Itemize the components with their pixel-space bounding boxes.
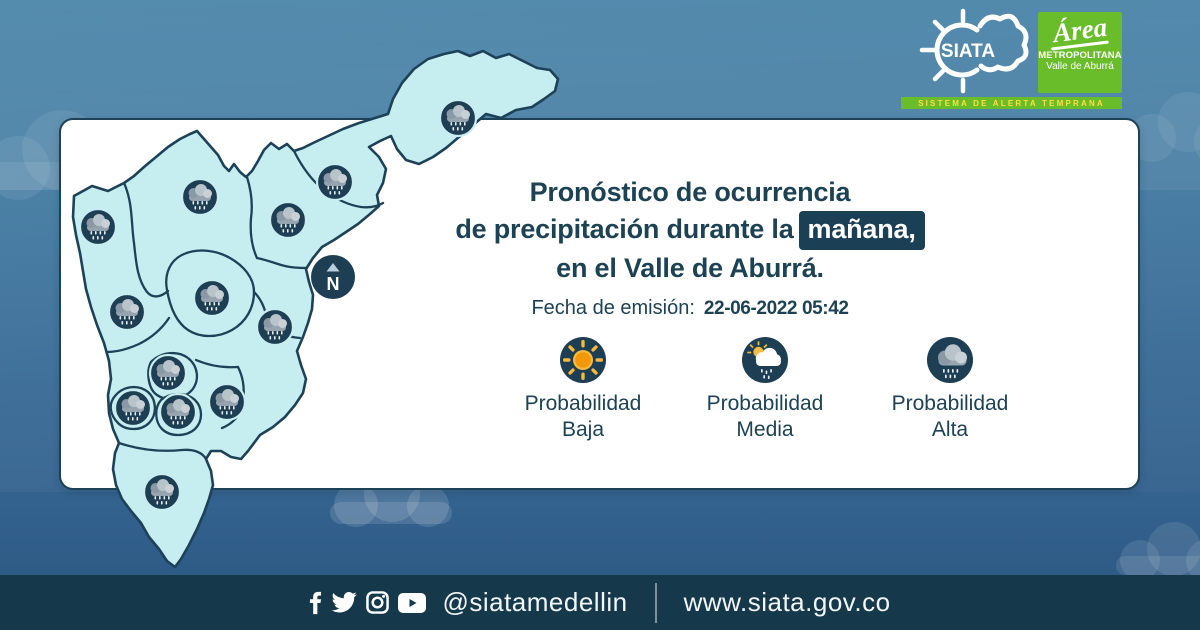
legend-label-media: Probabilidad Media: [706, 392, 824, 441]
title-block: Pronóstico de ocurrencia de precipitació…: [390, 174, 990, 320]
page-title-line2: de precipitación durante la mañana,: [390, 211, 990, 250]
page-title-line2-prefix: de precipitación durante la: [455, 214, 794, 244]
siata-logo: SIATA: [919, 8, 1029, 94]
emission-datetime: 22-06-2022 05:42: [703, 298, 849, 319]
social-icons: [309, 591, 427, 615]
cloud-outline-icon: [977, 13, 1029, 73]
legend-item-alta: Probabilidad Alta: [860, 336, 1040, 443]
legend-label-alta: Probabilidad Alta: [891, 392, 1009, 441]
alert-system-banner: SISTEMA DE ALERTA TEMPRANA: [901, 97, 1122, 109]
sun-rain-cloud-icon: [742, 337, 788, 383]
social-handle[interactable]: @siatamedellin: [442, 587, 628, 617]
footer-bar: @siatamedellin www.siata.gov.co: [0, 575, 1200, 630]
instagram-icon[interactable]: [366, 591, 390, 614]
alert-system-banner-text: SISTEMA DE ALERTA TEMPRANA: [918, 98, 1105, 108]
footer-divider: [654, 582, 657, 623]
sun-rays-icon: [919, 8, 966, 94]
page-title-line3: en el Valle de Aburrá.: [556, 253, 824, 283]
sun-circle-icon: [934, 22, 980, 78]
area-logo-valle: Valle de Aburrá: [1046, 60, 1114, 72]
area-logo-metropolitana: METROPOLITANA: [1038, 49, 1122, 61]
emission-row: Fecha de emisión: 22-06-2022 05:42: [390, 297, 990, 320]
website-link[interactable]: www.siata.gov.co: [683, 587, 891, 617]
youtube-icon[interactable]: [398, 592, 427, 613]
page-title-line1: Pronóstico de ocurrencia: [529, 177, 851, 207]
emission-label: Fecha de emisión:: [531, 297, 695, 319]
horizon-band: [0, 492, 1200, 575]
legend-item-media: Probabilidad Media: [675, 336, 855, 443]
rain-cloud-icon: [927, 337, 973, 383]
twitter-icon[interactable]: [331, 592, 358, 613]
sun-icon: [560, 337, 606, 383]
siata-logo-text: SIATA: [941, 41, 995, 62]
title-highlight: mañana,: [798, 211, 925, 250]
facebook-icon[interactable]: [309, 591, 322, 615]
legend-item-baja: Probabilidad Baja: [493, 336, 673, 443]
header: SIATA Área METROPOLITANA Valle de Aburrá…: [0, 0, 1200, 120]
legend-label-baja: Probabilidad Baja: [524, 392, 642, 441]
area-metropolitana-logo: Área METROPOLITANA Valle de Aburrá: [1038, 12, 1122, 93]
